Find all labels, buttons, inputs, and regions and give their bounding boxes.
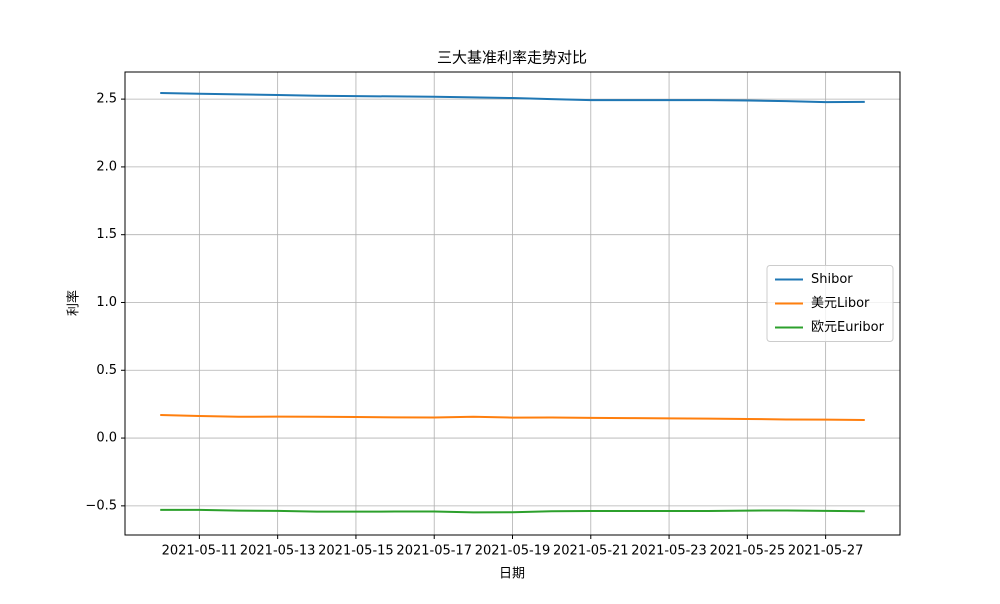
legend-box <box>766 265 894 342</box>
y-axis-label: 利率 <box>66 290 82 316</box>
line-series <box>160 92 865 104</box>
x-axis-label: 日期 <box>499 567 525 582</box>
y-tick-label: 1.5 <box>96 227 117 242</box>
line-series <box>160 508 865 514</box>
x-tick-label: 2021-05-21 <box>553 544 629 559</box>
legend-label: Shibor <box>811 272 853 287</box>
x-tick-label: 2021-05-13 <box>240 544 316 559</box>
y-tick-label: 1.0 <box>96 295 117 310</box>
legend-label: 美元Libor <box>811 296 870 311</box>
chart-title: 三大基准利率走势对比 <box>437 49 587 67</box>
y-tick-label: −0.5 <box>85 498 117 513</box>
y-tick-label: 0.5 <box>96 363 117 378</box>
line-series <box>160 414 865 422</box>
x-tick-label: 2021-05-11 <box>162 544 238 559</box>
x-tick-label: 2021-05-25 <box>710 544 786 559</box>
y-tick-label: 0.0 <box>96 431 117 446</box>
axes-frame <box>124 71 901 536</box>
x-tick-label: 2021-05-27 <box>788 544 864 559</box>
y-tick-label: 2.0 <box>96 159 117 174</box>
x-tick-label: 2021-05-17 <box>396 544 472 559</box>
x-tick-label: 2021-05-15 <box>318 544 394 559</box>
legend-label: 欧元Euribor <box>811 320 885 335</box>
x-tick-label: 2021-05-19 <box>475 544 551 559</box>
y-tick-label: 2.5 <box>96 92 117 107</box>
x-tick-label: 2021-05-23 <box>631 544 707 559</box>
